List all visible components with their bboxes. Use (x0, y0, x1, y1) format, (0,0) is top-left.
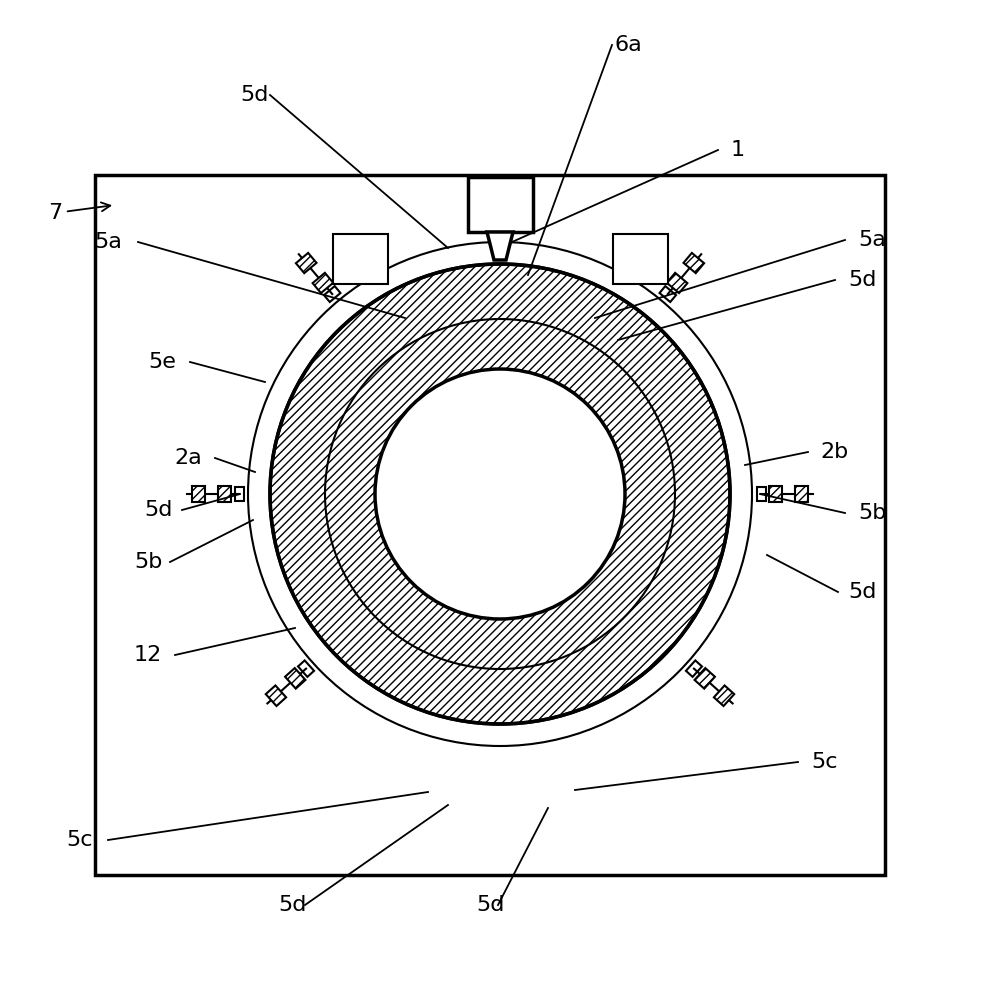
Bar (332, 234, 388, 284)
Polygon shape (192, 486, 205, 502)
Polygon shape (492, 186, 508, 199)
Polygon shape (683, 253, 704, 273)
Text: 5d: 5d (476, 895, 504, 915)
Text: 5d: 5d (278, 895, 306, 915)
Text: 6a: 6a (614, 35, 642, 55)
Text: 5b: 5b (134, 552, 162, 572)
Text: 5c: 5c (67, 830, 93, 850)
Polygon shape (667, 273, 687, 293)
Polygon shape (266, 686, 286, 706)
Text: 1: 1 (731, 140, 745, 160)
Text: 12: 12 (134, 645, 162, 665)
Text: 2b: 2b (821, 442, 849, 462)
Polygon shape (493, 228, 507, 237)
Text: 5d: 5d (144, 500, 172, 520)
Polygon shape (324, 287, 340, 302)
Circle shape (375, 369, 625, 619)
Text: 5a: 5a (94, 232, 122, 252)
Text: 7: 7 (48, 203, 110, 223)
Polygon shape (769, 486, 782, 502)
Circle shape (270, 264, 730, 724)
Polygon shape (218, 486, 231, 502)
Circle shape (248, 242, 752, 746)
Polygon shape (285, 668, 305, 689)
Polygon shape (492, 212, 508, 225)
Polygon shape (313, 273, 333, 293)
Text: 2a: 2a (174, 448, 202, 468)
Text: 5e: 5e (148, 352, 176, 372)
Text: 5d: 5d (848, 270, 876, 290)
Bar (468, 177, 532, 232)
Polygon shape (487, 232, 513, 260)
Bar (95, 175, 885, 875)
Text: 5b: 5b (858, 503, 886, 523)
Polygon shape (795, 486, 808, 502)
Bar (612, 234, 668, 284)
Polygon shape (714, 686, 734, 706)
Polygon shape (686, 660, 702, 677)
Polygon shape (296, 253, 317, 273)
Polygon shape (660, 287, 676, 302)
Text: 5d: 5d (848, 582, 876, 602)
Polygon shape (234, 487, 244, 501)
Text: 5a: 5a (858, 230, 886, 250)
Text: 5d: 5d (241, 85, 269, 105)
Polygon shape (757, 487, 766, 501)
Polygon shape (695, 668, 715, 689)
Polygon shape (298, 660, 314, 677)
Text: 5c: 5c (812, 752, 838, 772)
